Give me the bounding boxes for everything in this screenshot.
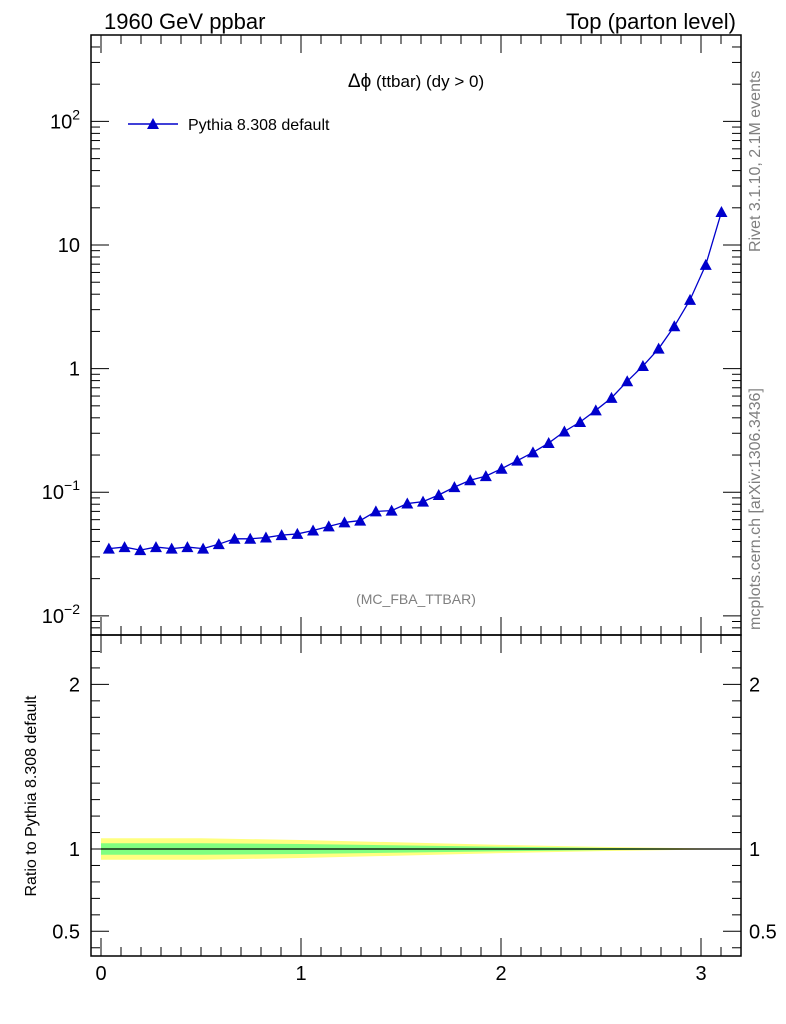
ratio-y-tick-label-left: 1 [69,839,80,861]
data-point-marker [369,505,382,517]
data-point-marker [668,320,681,332]
ratio-x-tick-label: 3 [695,963,706,985]
main-axis-ticks [91,34,742,636]
data-point-marker [715,205,728,217]
ratio-x-tick-label: 1 [295,963,306,985]
data-point-marker [307,524,320,536]
main-y-tick-label: 102 [50,106,80,133]
series-markers-pythia [102,205,728,556]
data-point-marker [464,474,477,486]
header-right-label: Top (parton level) [566,9,736,34]
main-y-tick-label-exp: −1 [64,477,80,493]
main-y-tick-label-base: 1 [69,359,80,381]
data-point-marker [322,520,335,532]
data-point-marker [118,541,131,553]
data-point-marker [259,531,272,543]
main-y-tick-label-exp: −2 [64,601,80,617]
data-point-marker [275,529,288,541]
main-y-tick-label: 1 [69,359,80,381]
data-point-marker [291,527,304,539]
data-point-marker [228,532,241,544]
main-y-tick-label-base: 10 [42,482,64,504]
data-point-marker [181,541,194,553]
ratio-axis-ticks [91,635,742,956]
data-point-marker [621,375,634,387]
data-point-marker [636,360,649,372]
plot-title-symbol: Δϕ [348,71,371,92]
data-point-marker [448,481,461,493]
data-point-marker [684,293,697,305]
data-point-marker [574,416,587,428]
rivet-version-label: Rivet 3.1.10, 2.1M events [747,71,764,252]
header-left-label: 1960 GeV ppbar [104,9,265,34]
data-point-marker [149,541,162,553]
main-y-tick-label: 10−1 [42,477,80,504]
main-y-tick-label-base: 10 [58,235,80,257]
data-point-marker [134,544,147,556]
data-point-marker [401,497,414,509]
ratio-plot: 0.5 0.5 1 1 2 2 0 1 2 3 Ratio to Pythia 8.308 de… [23,634,777,985]
ratio-y-tick-label-right: 2 [749,674,760,696]
legend: Pythia 8.308 default [128,117,330,134]
data-point-marker [605,391,618,403]
data-point-marker [432,488,445,500]
main-y-tick-label: 10−2 [42,601,80,628]
legend-label: Pythia 8.308 default [188,117,330,134]
data-point-marker [542,437,555,449]
ratio-x-tick-label: 2 [495,963,506,985]
series-line-pythia [108,211,723,551]
ratio-y-tick-label-left: 2 [69,674,80,696]
ratio-x-tick-label: 0 [95,963,106,985]
data-point-marker [244,532,257,544]
data-point-marker [558,425,571,437]
main-y-tick-label-exp: 2 [72,106,80,122]
data-point-marker [511,454,524,466]
analysis-tag: (MC_FBA_TTBAR) [356,591,476,607]
data-point-marker [417,495,430,507]
mcplots-reference-label: mcplots.cern.ch [arXiv:1306.3436] [747,388,764,630]
data-point-marker [385,504,398,516]
main-y-tick-label: 10 [58,235,80,257]
data-point-marker [197,542,210,554]
data-point-marker [495,462,508,474]
data-point-marker [589,404,602,416]
ratio-y-tick-label-right: 1 [749,839,760,861]
data-point-marker [102,542,115,554]
ratio-y-axis-label: Ratio to Pythia 8.308 default [23,695,40,897]
main-y-tick-label-base: 10 [50,111,72,133]
ratio-y-tick-label-left: 0.5 [52,921,80,943]
legend-triangle-icon [147,118,159,129]
data-point-marker [526,446,539,458]
data-point-marker [165,542,178,554]
data-point-marker [354,514,367,526]
data-point-marker [479,470,492,482]
plot-title: Δϕ (ttbar) (dy > 0) [348,71,484,92]
ratio-plot-frame [90,634,742,957]
ratio-x-tick-labels: 0 1 2 3 [95,963,706,985]
data-point-marker [652,342,665,354]
plot-title-text: (ttbar) (dy > 0) [371,72,484,91]
data-point-marker [699,258,712,270]
ratio-y-tick-label-right: 0.5 [749,921,777,943]
data-point-marker [338,516,351,528]
main-y-tick-label-base: 10 [42,606,64,628]
ratio-y-tick-labels: 0.5 0.5 1 1 2 2 [52,674,777,943]
data-point-marker [212,538,225,550]
